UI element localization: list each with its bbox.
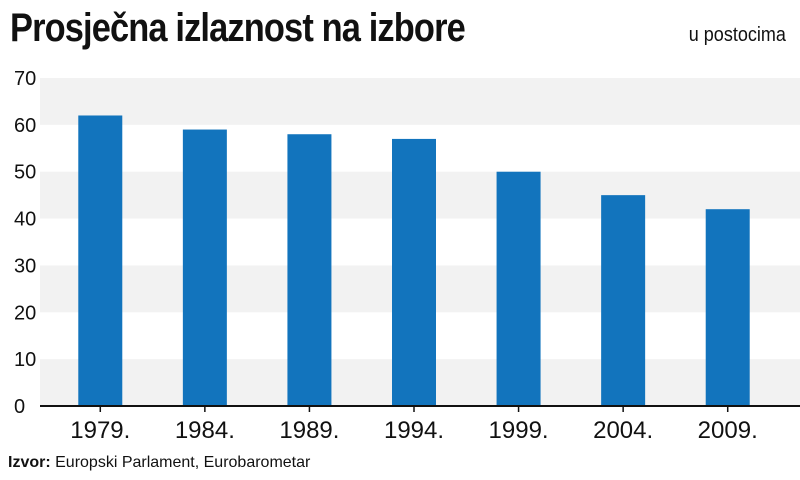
y-tick-label: 40 bbox=[14, 209, 36, 231]
x-tick-label: 2009. bbox=[698, 417, 758, 444]
bars bbox=[78, 115, 750, 406]
bar-1999 bbox=[496, 171, 541, 406]
x-axis-ticks: 1979. 1984. 1989. 1994. 1999. 2004. 2009. bbox=[70, 406, 758, 444]
y-tick-label: 60 bbox=[14, 115, 36, 137]
grid-band bbox=[40, 78, 800, 125]
x-tick-label: 1994. bbox=[384, 417, 444, 444]
bar-2004 bbox=[601, 195, 646, 406]
source-text: Europski Parlament, Eurobarometar bbox=[55, 454, 311, 471]
x-tick-label: 2004. bbox=[593, 417, 653, 444]
x-tick-label: 1999. bbox=[489, 417, 549, 444]
x-tick-label: 1989. bbox=[279, 417, 339, 444]
bar-1979 bbox=[78, 115, 123, 406]
y-tick-label: 0 bbox=[14, 396, 25, 418]
unit-label: u postocima bbox=[688, 24, 786, 46]
chart-title: Prosječna izlaznost na izbore bbox=[10, 6, 466, 50]
y-axis-ticks: 0 10 20 30 40 50 60 70 bbox=[14, 68, 36, 418]
y-tick-label: 70 bbox=[14, 68, 36, 90]
y-tick-label: 10 bbox=[14, 349, 36, 371]
bar-1984 bbox=[182, 129, 227, 406]
bar-2009 bbox=[705, 209, 750, 406]
y-tick-label: 50 bbox=[14, 162, 36, 184]
source-note: Izvor: Europski Parlament, Eurobarometar bbox=[8, 454, 310, 472]
x-tick-label: 1979. bbox=[70, 417, 130, 444]
bar-chart: 0 10 20 30 40 50 60 70 1979. 1984. 1989. 1994. 1999… bbox=[14, 68, 800, 444]
bar-1994 bbox=[392, 138, 436, 406]
x-tick-label: 1984. bbox=[175, 417, 235, 444]
y-tick-label: 30 bbox=[14, 255, 36, 277]
bar-1989 bbox=[287, 134, 332, 406]
source-label: Izvor: bbox=[8, 454, 51, 471]
y-tick-label: 20 bbox=[14, 302, 36, 324]
